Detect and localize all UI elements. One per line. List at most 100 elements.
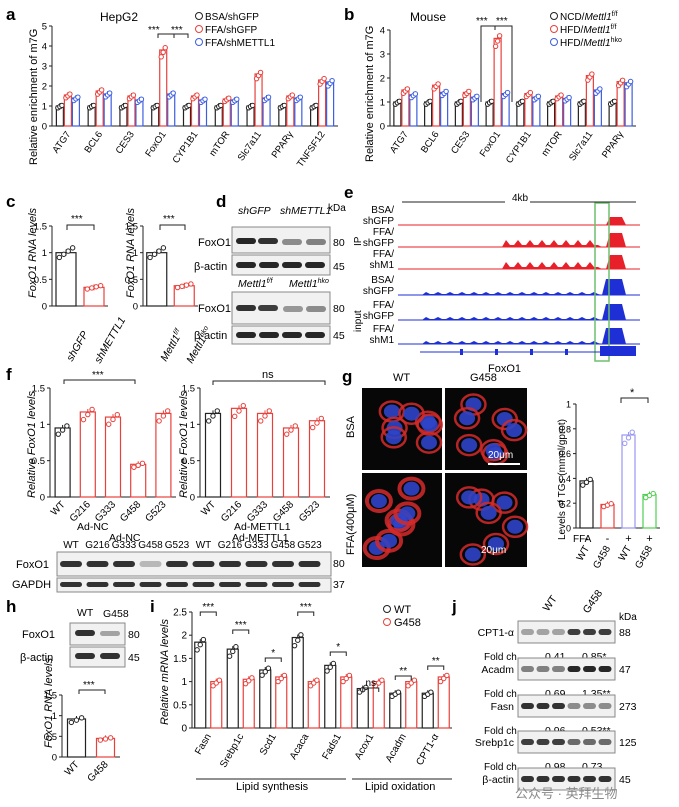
data-point bbox=[346, 672, 353, 679]
data-point bbox=[90, 102, 97, 109]
data-point bbox=[147, 254, 153, 261]
data-point bbox=[412, 91, 419, 97]
blot-band bbox=[306, 306, 326, 312]
data-point bbox=[558, 92, 564, 98]
e-signal bbox=[398, 217, 640, 225]
g-cell-nucleus bbox=[403, 481, 420, 496]
x-tick-label: CES3 bbox=[449, 129, 472, 156]
blot-band bbox=[598, 776, 612, 782]
sig-label: ** bbox=[432, 656, 440, 667]
data-point bbox=[151, 251, 158, 257]
data-point bbox=[97, 737, 104, 743]
chart-g-ylabel: Levels of TGs (mmol/gprot) bbox=[557, 419, 568, 540]
sig-bracket bbox=[362, 687, 380, 692]
x-tick-label: CYP1B1 bbox=[504, 129, 534, 165]
data-point bbox=[627, 78, 634, 85]
data-point bbox=[216, 677, 223, 683]
blot-band bbox=[282, 239, 302, 245]
blot-band bbox=[282, 332, 302, 338]
data-point bbox=[343, 675, 349, 682]
e-track-label: FFA/ bbox=[373, 300, 394, 311]
g-cell-lipid bbox=[480, 439, 507, 462]
g-cell-lipid bbox=[415, 431, 443, 454]
y-tick-label: 0.5 bbox=[44, 732, 57, 743]
blot-f: Ad-NC Ad-METTL1 WT G216 G333 G458 G523 WT G216… bbox=[12, 532, 345, 593]
blot-band bbox=[236, 238, 256, 244]
blot-band bbox=[75, 653, 95, 659]
y-tick-label: 0 bbox=[133, 302, 138, 313]
data-point bbox=[89, 406, 95, 413]
g-col-wt: WT bbox=[393, 372, 410, 384]
blot-band bbox=[139, 582, 162, 587]
y-tick-label: 2 bbox=[380, 74, 385, 85]
h-lane-wt: WT bbox=[77, 607, 94, 619]
g-cell-nucleus bbox=[488, 536, 505, 551]
g-cell-lipid bbox=[453, 407, 481, 430]
x-tick-label: TNFSF12 bbox=[295, 129, 328, 169]
g-cell-nucleus bbox=[421, 435, 438, 450]
j-fold-label: Fold ch. bbox=[484, 762, 520, 773]
data-point bbox=[249, 675, 255, 681]
blot-band bbox=[536, 776, 550, 782]
data-point bbox=[589, 71, 595, 77]
data-point bbox=[611, 98, 618, 104]
g-cell-lipid bbox=[397, 476, 426, 501]
legend-b-3: HFD/Mettl1hko bbox=[560, 37, 622, 49]
blot-band bbox=[166, 561, 188, 567]
g-cell-nucleus bbox=[368, 541, 385, 556]
j-blot-box bbox=[517, 694, 616, 718]
bar bbox=[79, 411, 96, 498]
bar bbox=[275, 676, 288, 729]
data-point bbox=[396, 98, 403, 104]
g-sign: + bbox=[646, 533, 652, 545]
e-gene-exon bbox=[460, 349, 463, 355]
sig-label: ** bbox=[399, 666, 407, 677]
d-lane-1: shGFP bbox=[238, 205, 271, 217]
e-track-label: FFA/ bbox=[373, 227, 394, 238]
bar bbox=[585, 74, 594, 127]
data-point bbox=[474, 93, 480, 100]
g-cell-nucleus bbox=[461, 490, 478, 505]
data-point bbox=[162, 45, 168, 51]
bar bbox=[324, 664, 337, 729]
data-point bbox=[73, 717, 80, 723]
data-point bbox=[292, 423, 298, 429]
g-cell-nucleus bbox=[485, 443, 502, 458]
bar bbox=[242, 678, 255, 729]
data-point bbox=[580, 482, 586, 488]
x-tick-label: Srebp1c bbox=[218, 732, 246, 770]
chart-i-ylabel: Relative mRNA levels bbox=[159, 619, 171, 725]
bar bbox=[226, 648, 239, 729]
blot-band bbox=[552, 703, 565, 709]
x-tick-label: mTOR bbox=[207, 129, 232, 158]
blot-d: shGFP shMETTL1 kDa FoxO1 β-actin 80 45 M… bbox=[194, 203, 346, 345]
data-point bbox=[314, 677, 320, 683]
blot-band bbox=[245, 561, 268, 567]
e-gene-exon bbox=[600, 346, 636, 356]
e-track-label: shGFP bbox=[363, 216, 394, 227]
y-tick-label: 0 bbox=[40, 493, 45, 504]
e-gene-exon bbox=[530, 349, 533, 355]
y-tick-label: 0 bbox=[181, 724, 187, 735]
x-tick-label: Scd1 bbox=[258, 732, 279, 758]
data-point bbox=[130, 92, 137, 98]
x-tick-label: BCL6 bbox=[82, 129, 105, 155]
data-point bbox=[566, 94, 572, 101]
j-fold-label: Fold ch. bbox=[484, 652, 520, 663]
bar bbox=[104, 416, 122, 498]
blot-band bbox=[598, 739, 612, 745]
x-tick-label: Fads1 bbox=[320, 732, 344, 762]
sig-bracket bbox=[199, 611, 217, 616]
g-cell-lipid bbox=[398, 402, 425, 425]
data-point bbox=[200, 636, 207, 643]
j-fold-label: Fold ch. bbox=[484, 689, 520, 700]
e-track-label: BSA/ bbox=[371, 205, 394, 216]
blot-band bbox=[298, 582, 321, 587]
data-point bbox=[242, 680, 249, 687]
blot-band bbox=[113, 561, 135, 567]
panel-label-d: d bbox=[216, 192, 226, 211]
y-tick-label: 1 bbox=[566, 400, 571, 410]
g-cell-lipid bbox=[455, 433, 483, 457]
